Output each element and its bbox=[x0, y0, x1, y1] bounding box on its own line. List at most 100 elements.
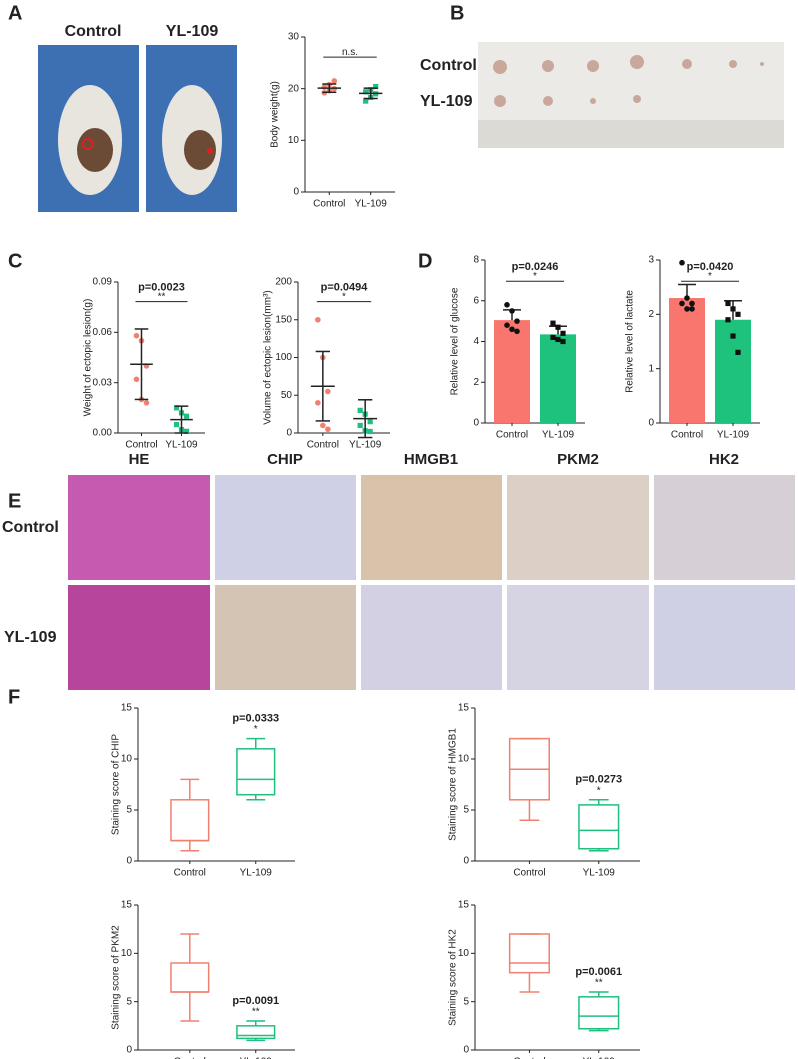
x-tick-label: YL-109 bbox=[542, 430, 575, 441]
y-axis-label: Relative level of lactate bbox=[625, 290, 636, 393]
significance: * bbox=[533, 271, 537, 282]
data-point bbox=[183, 413, 190, 419]
significance: * bbox=[342, 291, 346, 302]
data-point bbox=[560, 330, 566, 336]
significance: n.s. bbox=[342, 47, 358, 58]
y-axis-label: Staining score of PKM2 bbox=[111, 925, 122, 1030]
x-tick-label: YL-109 bbox=[240, 1057, 273, 1059]
y-axis-label: Volume of ectopic lesion(mm³) bbox=[263, 290, 274, 425]
data-point bbox=[315, 400, 321, 406]
y-tick-label: 0 bbox=[126, 1045, 132, 1056]
p-value: p=0.0246 bbox=[512, 261, 559, 273]
y-tick-label: 100 bbox=[275, 352, 292, 363]
p-value: p=0.0494 bbox=[321, 282, 369, 294]
data-point bbox=[550, 334, 556, 341]
data-point bbox=[325, 426, 331, 433]
y-tick-label: 10 bbox=[458, 948, 470, 959]
data-point bbox=[321, 84, 328, 90]
data-point bbox=[679, 300, 685, 307]
x-tick-label: Control bbox=[671, 430, 703, 441]
box bbox=[170, 962, 210, 993]
data-point bbox=[689, 306, 695, 312]
column-label: HE bbox=[129, 451, 150, 468]
y-tick-label: 10 bbox=[288, 135, 300, 146]
row-label: YL-109 bbox=[4, 629, 57, 646]
panel-label: C bbox=[8, 250, 22, 272]
significance: ** bbox=[158, 291, 166, 302]
p-value: p=0.0091 bbox=[232, 995, 279, 1007]
y-tick-label: 1 bbox=[648, 363, 654, 374]
data-point bbox=[320, 422, 326, 429]
photo-tissue bbox=[184, 130, 216, 170]
y-axis-label: Relative level of glucose bbox=[450, 287, 461, 395]
x-tick-label: YL-109 bbox=[349, 440, 382, 451]
y-tick-label: 5 bbox=[463, 996, 469, 1007]
micrograph-grid bbox=[68, 475, 795, 690]
column-label: HMGB1 bbox=[404, 451, 458, 468]
data-point bbox=[363, 98, 369, 104]
data-point bbox=[735, 311, 741, 317]
y-tick-label: 15 bbox=[458, 900, 470, 911]
data-point bbox=[173, 422, 180, 428]
significance: ** bbox=[252, 1007, 260, 1018]
p-value: p=0.0333 bbox=[232, 713, 279, 725]
p-value: p=0.0061 bbox=[575, 966, 622, 978]
y-tick-label: 10 bbox=[121, 948, 133, 959]
p-value: p=0.0420 bbox=[687, 261, 734, 273]
y-tick-label: 6 bbox=[473, 295, 479, 306]
data-point bbox=[357, 422, 363, 429]
data-point bbox=[183, 428, 190, 434]
x-tick-label: YL-109 bbox=[583, 1057, 616, 1059]
box bbox=[578, 804, 620, 850]
data-point bbox=[504, 302, 510, 308]
y-tick-label: 2 bbox=[473, 377, 479, 388]
data-point bbox=[509, 308, 515, 314]
bar bbox=[540, 334, 576, 423]
significance: * bbox=[254, 724, 258, 735]
x-tick-label: Control bbox=[313, 199, 345, 210]
y-tick-label: 0.09 bbox=[93, 277, 113, 288]
photo-label: YL-109 bbox=[166, 23, 219, 40]
box bbox=[170, 799, 210, 842]
y-tick-label: 200 bbox=[275, 277, 292, 288]
data-point bbox=[725, 300, 731, 307]
data-point bbox=[555, 324, 561, 330]
data-point bbox=[550, 320, 556, 326]
row-label: Control bbox=[420, 57, 477, 74]
data-point bbox=[133, 332, 140, 339]
y-tick-label: 5 bbox=[463, 805, 469, 816]
data-point bbox=[730, 333, 736, 339]
y-tick-label: 20 bbox=[288, 83, 300, 94]
x-tick-label: YL-109 bbox=[240, 868, 273, 879]
data-point bbox=[509, 326, 515, 333]
y-tick-label: 3 bbox=[648, 255, 654, 266]
y-tick-label: 2 bbox=[648, 309, 654, 320]
y-tick-label: 0 bbox=[286, 428, 292, 439]
box bbox=[578, 996, 620, 1030]
panel-label: A bbox=[8, 2, 22, 24]
y-tick-label: 0 bbox=[126, 856, 132, 867]
y-tick-label: 50 bbox=[281, 390, 293, 401]
data-point bbox=[514, 318, 520, 324]
y-tick-label: 15 bbox=[121, 900, 133, 911]
y-tick-label: 15 bbox=[458, 703, 470, 714]
x-tick-label: Control bbox=[513, 1057, 545, 1059]
data-point bbox=[555, 336, 561, 343]
data-point bbox=[363, 89, 369, 95]
x-tick-label: Control bbox=[125, 440, 157, 451]
panel-label: D bbox=[418, 250, 432, 272]
photo-lesions bbox=[493, 55, 764, 107]
x-tick-label: Control bbox=[307, 440, 339, 451]
p-value: p=0.0023 bbox=[138, 282, 185, 294]
y-tick-label: 4 bbox=[473, 336, 479, 347]
y-tick-label: 15 bbox=[121, 703, 133, 714]
data-point bbox=[173, 405, 180, 411]
photo-tissue bbox=[77, 128, 113, 172]
bar bbox=[494, 320, 530, 423]
data-point bbox=[684, 295, 690, 301]
panel-label: E bbox=[8, 490, 21, 512]
x-tick-label: YL-109 bbox=[583, 868, 616, 879]
y-tick-label: 5 bbox=[126, 805, 132, 816]
